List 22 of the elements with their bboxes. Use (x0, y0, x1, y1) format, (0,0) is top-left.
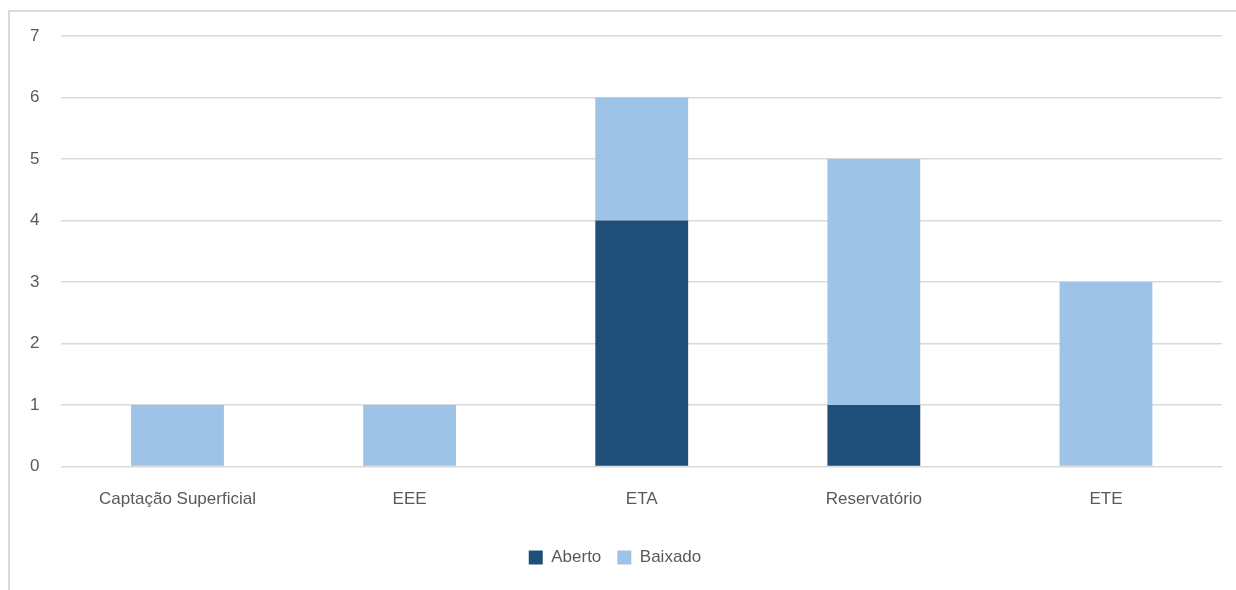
y-tick-label: 0 (29, 456, 40, 476)
x-tick-label: EEE (392, 489, 427, 509)
y-tick-label: 6 (29, 87, 40, 107)
y-tick-label: 3 (29, 271, 40, 291)
bar (1059, 282, 1153, 466)
y-tick-label: 5 (29, 148, 40, 168)
bar (827, 405, 921, 466)
x-tick-label: Reservatório (825, 489, 923, 509)
y-tick-label: 2 (29, 333, 40, 353)
bar (363, 405, 457, 466)
bar (595, 97, 689, 221)
x-tick-label: ETE (1089, 489, 1123, 509)
y-tick-label: 7 (29, 25, 40, 45)
bar (595, 220, 689, 466)
y-tick-label: 4 (29, 210, 40, 230)
legend-label: Baixado (639, 547, 702, 567)
x-tick-label: Captação Superficial (99, 489, 256, 509)
legend-label: Aberto (551, 547, 602, 567)
y-tick-label: 1 (29, 394, 40, 414)
bar (827, 159, 921, 406)
x-tick-label: ETA (625, 489, 659, 509)
bar (131, 405, 224, 466)
